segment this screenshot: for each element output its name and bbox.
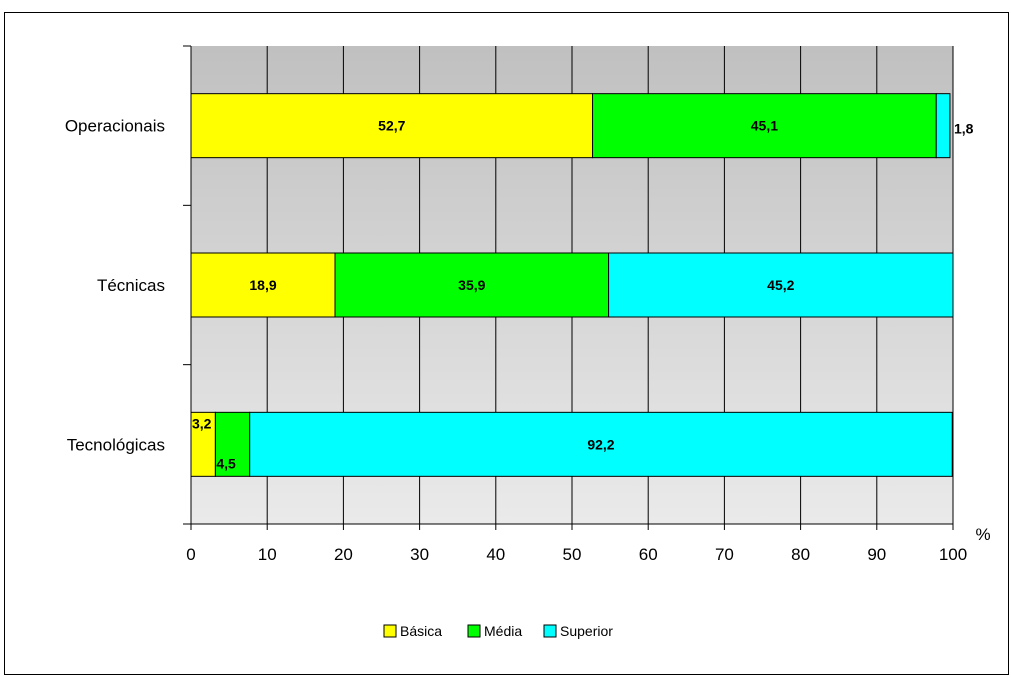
x-tick-label: 80	[791, 545, 810, 564]
x-tick-label: 10	[258, 545, 277, 564]
legend-swatch-média	[467, 624, 481, 638]
x-tick-label: 40	[486, 545, 505, 564]
data-label: 52,7	[378, 118, 405, 134]
category-label: Tecnológicas	[67, 435, 165, 454]
bar-superior-1	[608, 252, 954, 318]
category-label: Técnicas	[97, 276, 165, 295]
x-tick-label: 20	[334, 545, 353, 564]
x-tick-label: 60	[639, 545, 658, 564]
x-tick-label: 0	[186, 545, 195, 564]
data-label: 4,5	[216, 455, 236, 471]
data-label: 45,2	[767, 277, 794, 293]
data-label: 1,8	[954, 121, 974, 137]
category-label: Operacionais	[65, 117, 165, 136]
legend-swatch-superior	[543, 624, 557, 638]
x-tick-label: 100	[939, 545, 967, 564]
legend-label: Básica	[400, 623, 442, 639]
legend-label: Superior	[560, 623, 613, 639]
bar-básica-1	[190, 252, 336, 318]
bar-superior-2	[249, 411, 953, 477]
bar-superior-0	[935, 93, 951, 159]
data-label: 18,9	[249, 277, 276, 293]
bar-média-0	[592, 93, 937, 159]
data-label: 3,2	[192, 415, 212, 431]
data-label: 35,9	[458, 277, 485, 293]
x-axis-label: %	[975, 525, 990, 544]
x-tick-label: 70	[715, 545, 734, 564]
x-tick-label: 90	[867, 545, 886, 564]
legend-label: Média	[484, 623, 522, 639]
bar-média-1	[334, 252, 610, 318]
data-label: 45,1	[751, 118, 778, 134]
x-tick-label: 30	[410, 545, 429, 564]
x-tick-label: 50	[563, 545, 582, 564]
bar-básica-0	[190, 93, 594, 159]
legend-swatch-básica	[383, 624, 397, 638]
data-label: 92,2	[587, 436, 614, 452]
